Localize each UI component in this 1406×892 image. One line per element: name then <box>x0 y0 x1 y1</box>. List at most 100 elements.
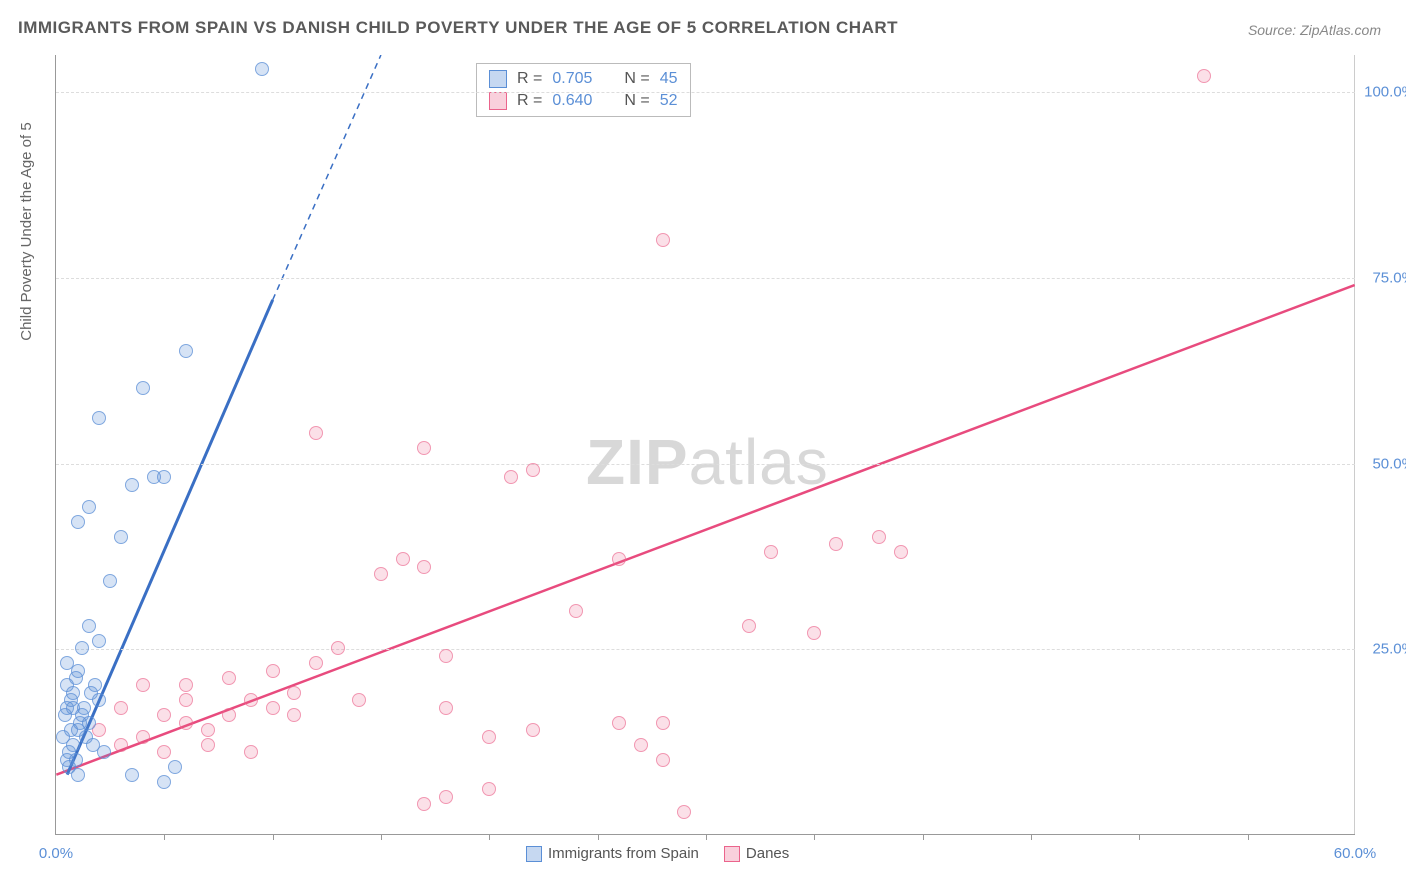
data-point-danes <box>114 738 128 752</box>
x-tick <box>1139 834 1140 840</box>
x-tick <box>273 834 274 840</box>
data-point-danes <box>136 678 150 692</box>
data-point-danes <box>417 797 431 811</box>
data-point-danes <box>417 441 431 455</box>
data-point-spain <box>92 634 106 648</box>
stats-swatch-pink <box>489 92 507 110</box>
data-point-danes <box>677 805 691 819</box>
bottom-legend: Immigrants from Spain Danes <box>526 845 789 862</box>
data-point-spain <box>136 381 150 395</box>
data-point-danes <box>526 723 540 737</box>
stats-row-1: R = 0.705 N = 45 <box>489 68 678 90</box>
data-point-danes <box>482 730 496 744</box>
x-tick <box>1031 834 1032 840</box>
y-axis-title: Child Poverty Under the Age of 5 <box>18 122 35 340</box>
data-point-danes <box>742 619 756 633</box>
data-point-danes <box>287 686 301 700</box>
stats-box: R = 0.705 N = 45 R = 0.640 N = 52 <box>476 63 691 117</box>
data-point-danes <box>894 545 908 559</box>
data-point-danes <box>157 708 171 722</box>
data-point-danes <box>179 678 193 692</box>
data-point-danes <box>612 716 626 730</box>
source-label: Source: ZipAtlas.com <box>1248 22 1381 38</box>
data-point-danes <box>569 604 583 618</box>
data-point-danes <box>439 790 453 804</box>
data-point-danes <box>396 552 410 566</box>
data-point-spain <box>125 768 139 782</box>
data-point-danes <box>309 426 323 440</box>
data-point-spain <box>125 478 139 492</box>
data-point-danes <box>136 730 150 744</box>
x-label-max: 60.0% <box>1334 845 1377 862</box>
x-label-min: 0.0% <box>39 845 73 862</box>
y-tick-label: 100.0% <box>1364 84 1406 101</box>
data-point-danes <box>374 567 388 581</box>
data-point-danes <box>482 782 496 796</box>
data-point-spain <box>114 530 128 544</box>
data-point-danes <box>656 716 670 730</box>
data-point-danes <box>439 701 453 715</box>
data-point-danes <box>829 537 843 551</box>
plot-area: ZIPatlas R = 0.705 N = 45 R = 0.640 N = … <box>55 55 1355 835</box>
data-point-danes <box>244 693 258 707</box>
legend-swatch-pink <box>724 846 740 862</box>
x-tick <box>923 834 924 840</box>
x-tick <box>381 834 382 840</box>
x-tick <box>598 834 599 840</box>
legend-item-spain: Immigrants from Spain <box>526 845 699 862</box>
data-point-spain <box>69 753 83 767</box>
watermark: ZIPatlas <box>586 425 829 499</box>
data-point-danes <box>157 745 171 759</box>
data-point-danes <box>504 470 518 484</box>
chart-title: IMMIGRANTS FROM SPAIN VS DANISH CHILD PO… <box>18 18 898 38</box>
y-tick-label: 50.0% <box>1372 455 1406 472</box>
grid-line <box>56 92 1355 93</box>
data-point-danes <box>656 753 670 767</box>
x-tick <box>814 834 815 840</box>
stats-swatch-blue <box>489 70 507 88</box>
right-border <box>1354 55 1355 834</box>
chart-container: IMMIGRANTS FROM SPAIN VS DANISH CHILD PO… <box>0 0 1406 892</box>
data-point-danes <box>179 716 193 730</box>
data-point-spain <box>71 515 85 529</box>
y-tick-label: 25.0% <box>1372 641 1406 658</box>
data-point-danes <box>222 671 236 685</box>
data-point-danes <box>244 745 258 759</box>
legend-swatch-blue <box>526 846 542 862</box>
data-point-spain <box>157 470 171 484</box>
data-point-danes <box>439 649 453 663</box>
legend-item-danes: Danes <box>724 845 789 862</box>
data-point-danes <box>634 738 648 752</box>
grid-line <box>56 278 1355 279</box>
data-point-spain <box>168 760 182 774</box>
data-point-danes <box>872 530 886 544</box>
data-point-spain <box>66 701 80 715</box>
data-point-spain <box>103 574 117 588</box>
data-point-spain <box>179 344 193 358</box>
data-point-danes <box>309 656 323 670</box>
data-point-danes <box>179 693 193 707</box>
data-point-danes <box>352 693 366 707</box>
data-point-danes <box>287 708 301 722</box>
trend-lines-svg <box>56 55 1355 834</box>
data-point-spain <box>82 500 96 514</box>
grid-line <box>56 464 1355 465</box>
data-point-spain <box>255 62 269 76</box>
data-point-spain <box>64 723 78 737</box>
data-point-danes <box>331 641 345 655</box>
data-point-danes <box>266 664 280 678</box>
data-point-spain <box>97 745 111 759</box>
data-point-spain <box>157 775 171 789</box>
data-point-danes <box>417 560 431 574</box>
x-tick <box>1248 834 1249 840</box>
x-tick <box>164 834 165 840</box>
data-point-spain <box>69 671 83 685</box>
data-point-danes <box>201 723 215 737</box>
data-point-danes <box>114 701 128 715</box>
stats-row-2: R = 0.640 N = 52 <box>489 90 678 112</box>
x-tick <box>706 834 707 840</box>
data-point-spain <box>92 411 106 425</box>
y-tick-label: 75.0% <box>1372 269 1406 286</box>
data-point-spain <box>82 619 96 633</box>
data-point-spain <box>92 693 106 707</box>
